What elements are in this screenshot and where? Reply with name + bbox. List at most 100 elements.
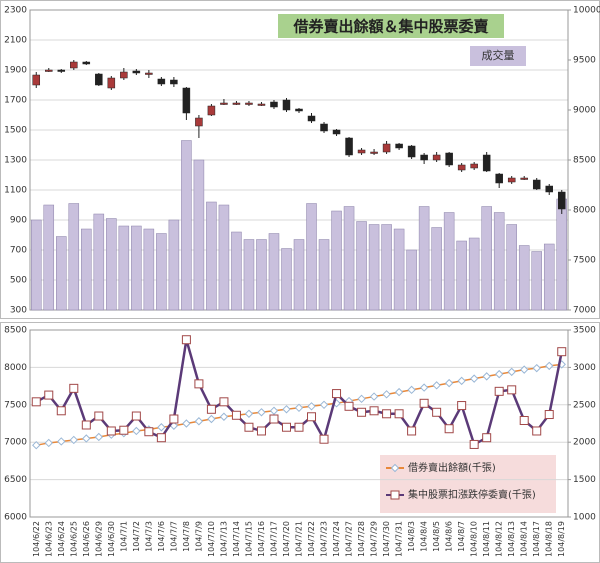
x-tick-label: 104/6/30	[107, 521, 116, 557]
point	[369, 392, 379, 401]
y-tick-label: 2100	[4, 36, 27, 46]
y2-tick-label: 9500	[573, 56, 596, 66]
x-tick-label: 104/7/2	[132, 521, 141, 552]
candle-body	[132, 70, 141, 74]
point	[182, 419, 191, 428]
y-tick-label: 8500	[4, 326, 27, 336]
point	[394, 409, 404, 419]
point	[507, 385, 517, 395]
point	[256, 426, 266, 436]
x-tick-label: 104/7/30	[382, 521, 391, 557]
point	[344, 401, 354, 411]
candle-body	[182, 87, 191, 114]
y2-tick-label: 8000	[573, 206, 596, 216]
x-tick-label: 104/6/23	[44, 521, 53, 557]
point	[231, 410, 241, 420]
point	[382, 390, 391, 399]
candle-body	[107, 77, 116, 89]
x-tick-label: 104/7/8	[182, 521, 191, 552]
candle-body	[520, 177, 528, 180]
volume-label-box	[470, 46, 526, 66]
y2-tick-label: 9000	[573, 106, 596, 116]
volume-bar	[68, 203, 80, 311]
point	[469, 374, 479, 383]
candle-body	[70, 61, 78, 69]
volume-bar	[443, 212, 455, 311]
y2-tick-label: 1000	[573, 513, 596, 523]
point	[519, 416, 529, 426]
x-tick-label: 104/8/6	[445, 521, 454, 552]
y-tick-label: 1700	[4, 96, 27, 106]
point	[194, 379, 204, 389]
x-tick-label: 104/7/6	[157, 521, 166, 552]
candle-body	[295, 108, 303, 112]
x-tick-label: 104/7/22	[307, 521, 316, 557]
legend-label: 借券賣出餘額(千張)	[408, 461, 496, 474]
candle-body	[45, 69, 53, 72]
title-box	[278, 14, 504, 38]
x-tick-label: 104/8/3	[407, 521, 416, 552]
point	[94, 432, 104, 442]
volume-bar	[31, 219, 42, 311]
point	[169, 414, 179, 424]
volume-bar	[306, 203, 317, 311]
point	[57, 437, 66, 446]
y-tick-label: 500	[10, 276, 27, 286]
point	[407, 426, 417, 436]
y2-tick-label: 1500	[573, 475, 596, 485]
x-tick-label: 104/7/14	[232, 521, 241, 557]
y-tick-label: 1300	[4, 156, 27, 166]
volume-bar	[243, 239, 255, 311]
point	[319, 434, 329, 444]
point	[44, 438, 53, 448]
volume-bar	[318, 239, 330, 311]
point	[181, 335, 191, 345]
volume-bar	[131, 225, 142, 311]
x-tick-label: 104/7/21	[295, 521, 304, 557]
x-tick-label: 104/6/26	[82, 521, 91, 557]
volume-bar	[43, 204, 55, 311]
y2-tick-label: 2500	[573, 400, 596, 410]
volume-bar	[356, 221, 367, 311]
x-tick-label: 104/7/9	[194, 521, 203, 552]
x-tick-label: 104/7/23	[320, 521, 329, 557]
point	[82, 434, 91, 443]
point	[482, 372, 491, 381]
y-tick-label: 2300	[4, 6, 27, 16]
y2-tick-label: 7500	[573, 256, 596, 266]
point	[469, 439, 479, 449]
candle-body	[382, 143, 391, 153]
volume-bar	[256, 239, 267, 311]
volume-bar	[331, 210, 342, 311]
x-tick-label: 104/7/1	[119, 521, 128, 552]
candle-body	[470, 163, 478, 169]
y-tick-label: 900	[10, 216, 27, 226]
point	[206, 404, 216, 414]
volume-bar	[218, 204, 230, 311]
point	[207, 414, 216, 424]
x-tick-label: 104/8/7	[457, 521, 466, 552]
volume-bar	[206, 201, 217, 311]
candle-body	[95, 73, 103, 86]
point	[507, 367, 516, 377]
legend-marker	[390, 490, 400, 500]
point	[369, 406, 379, 416]
y-tick-label: 8000	[4, 363, 27, 373]
x-tick-label: 104/8/10	[470, 521, 479, 557]
point	[244, 409, 254, 418]
y-tick-label: 300	[10, 306, 27, 316]
point	[56, 406, 66, 416]
x-tick-label: 104/8/11	[482, 521, 491, 557]
volume-bar	[106, 218, 117, 311]
point	[494, 369, 504, 379]
point	[357, 407, 367, 417]
point	[269, 406, 279, 415]
candle-body	[120, 71, 128, 79]
point	[144, 427, 154, 437]
x-tick-label: 104/7/31	[395, 521, 404, 557]
y-tick-label: 700	[10, 246, 27, 256]
y2-tick-label: 2000	[573, 438, 596, 448]
point	[532, 363, 541, 373]
candle-body	[257, 103, 266, 106]
